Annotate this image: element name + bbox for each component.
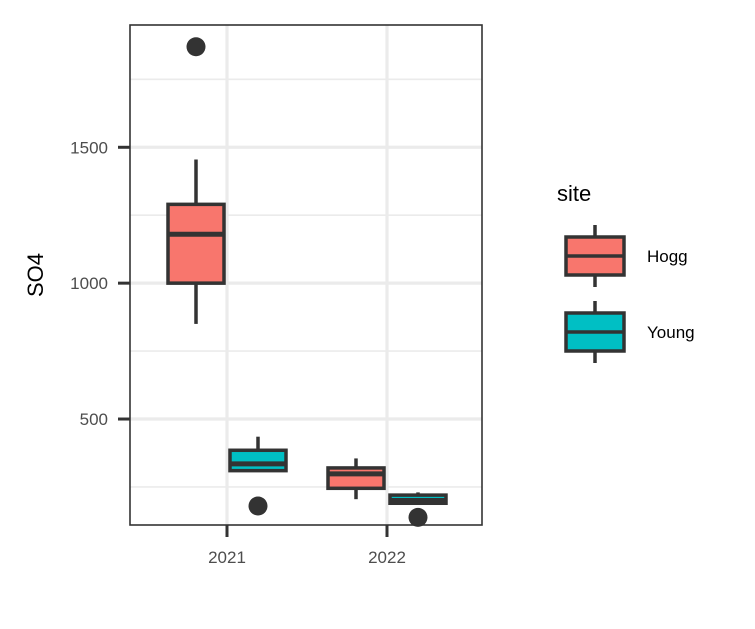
box-hogg-2022	[326, 458, 386, 500]
box-plots	[166, 37, 448, 527]
x-tick-label: 2021	[208, 548, 246, 567]
box-body	[228, 448, 288, 473]
y-tick-label: 500	[80, 410, 108, 429]
box-young-2021	[228, 436, 288, 516]
box-hogg-2021	[166, 37, 226, 324]
box-body	[166, 202, 226, 285]
outlier-point	[248, 496, 268, 516]
panel-border	[129, 24, 483, 526]
legend-label-young: Young	[647, 323, 695, 342]
box-body	[326, 466, 386, 491]
grid-lines	[130, 25, 482, 525]
y-tick-label: 1000	[70, 274, 108, 293]
outlier-point	[408, 507, 428, 527]
legend: site Hogg Young	[557, 181, 695, 363]
legend-key-young	[564, 301, 626, 363]
outlier-point	[186, 37, 206, 57]
axes: 500 1000 1500 2021 2022	[70, 138, 406, 567]
legend-title: site	[557, 181, 591, 206]
legend-label-hogg: Hogg	[647, 247, 688, 266]
legend-key-hogg	[564, 225, 626, 287]
y-axis-title: SO4	[23, 253, 48, 297]
y-tick-label: 1500	[70, 138, 108, 157]
box-young-2022	[388, 492, 448, 527]
x-tick-label: 2022	[368, 548, 406, 567]
